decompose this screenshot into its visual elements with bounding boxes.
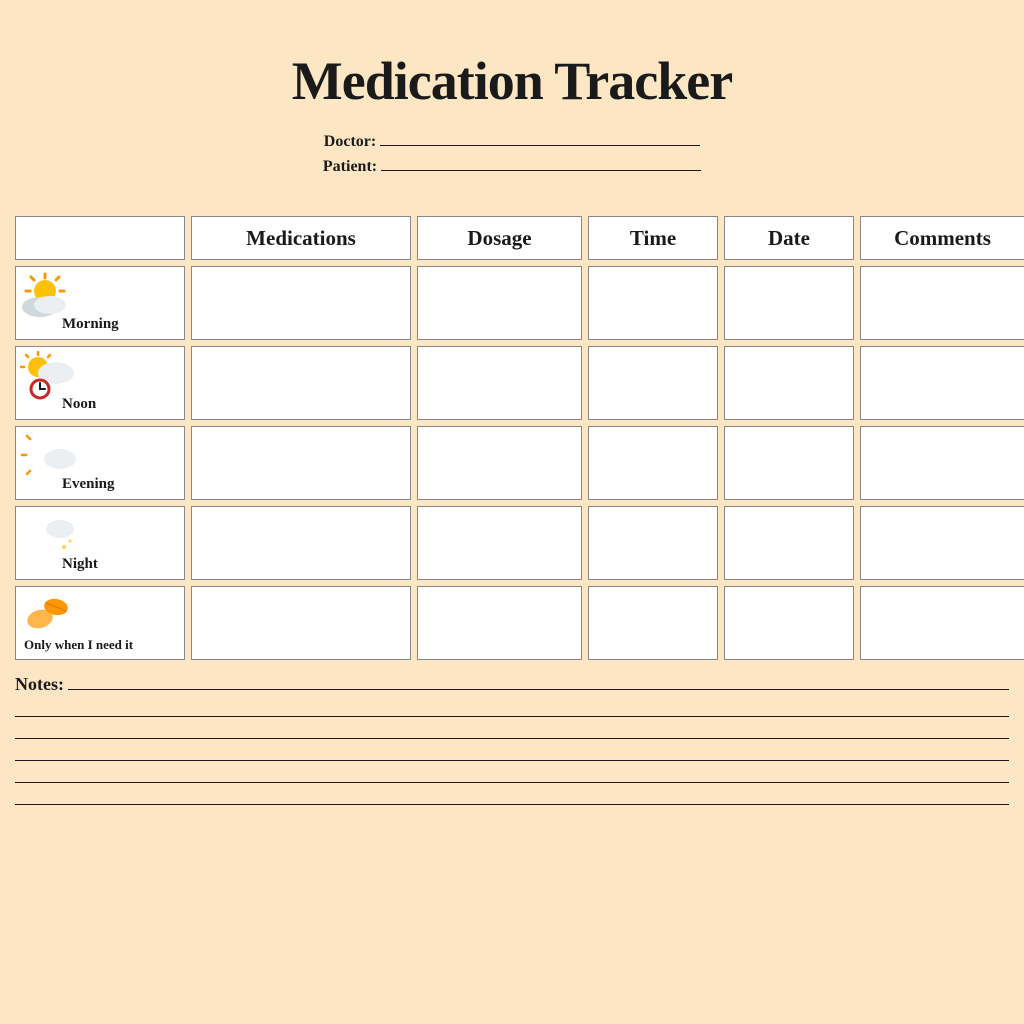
cell-evening-medications[interactable] (191, 426, 411, 500)
row-label-night: Night (15, 506, 185, 580)
cell-night-dosage[interactable] (417, 506, 582, 580)
notes-line-0[interactable] (68, 672, 1009, 690)
header-date: Date (724, 216, 854, 260)
cell-night-time[interactable] (588, 506, 718, 580)
cell-morning-time[interactable] (588, 266, 718, 340)
cell-night-medications[interactable] (191, 506, 411, 580)
patient-fill-line[interactable] (381, 155, 701, 171)
row-label-morning: Morning (15, 266, 185, 340)
cell-evening-date[interactable] (724, 426, 854, 500)
notes-label: Notes: (15, 674, 64, 695)
cell-morning-medications[interactable] (191, 266, 411, 340)
cell-morning-date[interactable] (724, 266, 854, 340)
header-blank (15, 216, 185, 260)
cell-morning-comments[interactable] (860, 266, 1024, 340)
cell-noon-dosage[interactable] (417, 346, 582, 420)
cell-morning-dosage[interactable] (417, 266, 582, 340)
cell-asneeded-dosage[interactable] (417, 586, 582, 660)
cell-asneeded-comments[interactable] (860, 586, 1024, 660)
header-dosage: Dosage (417, 216, 582, 260)
noon-icon (20, 351, 80, 401)
header-medications: Medications (191, 216, 411, 260)
tracker-grid: Medications Dosage Time Date Comments (15, 216, 1009, 660)
cell-noon-medications[interactable] (191, 346, 411, 420)
pills-icon (20, 591, 80, 641)
cell-noon-date[interactable] (724, 346, 854, 420)
notes-line-5[interactable] (15, 783, 1009, 805)
notes-line-3[interactable] (15, 739, 1009, 761)
row-label-noon: Noon (15, 346, 185, 420)
cell-night-date[interactable] (724, 506, 854, 580)
header-comments: Comments (860, 216, 1024, 260)
notes-section: Notes: (15, 672, 1009, 805)
info-fields: Doctor: Patient: (15, 130, 1009, 176)
cell-noon-comments[interactable] (860, 346, 1024, 420)
evening-icon (20, 431, 80, 481)
page-title: Medication Tracker (15, 50, 1009, 112)
morning-icon (20, 271, 80, 321)
cell-evening-dosage[interactable] (417, 426, 582, 500)
patient-label: Patient: (323, 158, 377, 176)
cell-asneeded-time[interactable] (588, 586, 718, 660)
notes-line-4[interactable] (15, 761, 1009, 783)
cell-asneeded-date[interactable] (724, 586, 854, 660)
notes-line-1[interactable] (15, 695, 1009, 717)
night-icon (20, 511, 80, 561)
cell-noon-time[interactable] (588, 346, 718, 420)
row-label-asneeded: Only when I need it (15, 586, 185, 660)
patient-line: Patient: (323, 155, 701, 176)
doctor-fill-line[interactable] (380, 130, 700, 146)
notes-line-2[interactable] (15, 717, 1009, 739)
row-label-evening: Evening (15, 426, 185, 500)
cell-asneeded-medications[interactable] (191, 586, 411, 660)
cell-evening-comments[interactable] (860, 426, 1024, 500)
doctor-label: Doctor: (324, 133, 376, 151)
doctor-line: Doctor: (324, 130, 700, 151)
notes-first-line: Notes: (15, 672, 1009, 695)
cell-evening-time[interactable] (588, 426, 718, 500)
header-time: Time (588, 216, 718, 260)
cell-night-comments[interactable] (860, 506, 1024, 580)
